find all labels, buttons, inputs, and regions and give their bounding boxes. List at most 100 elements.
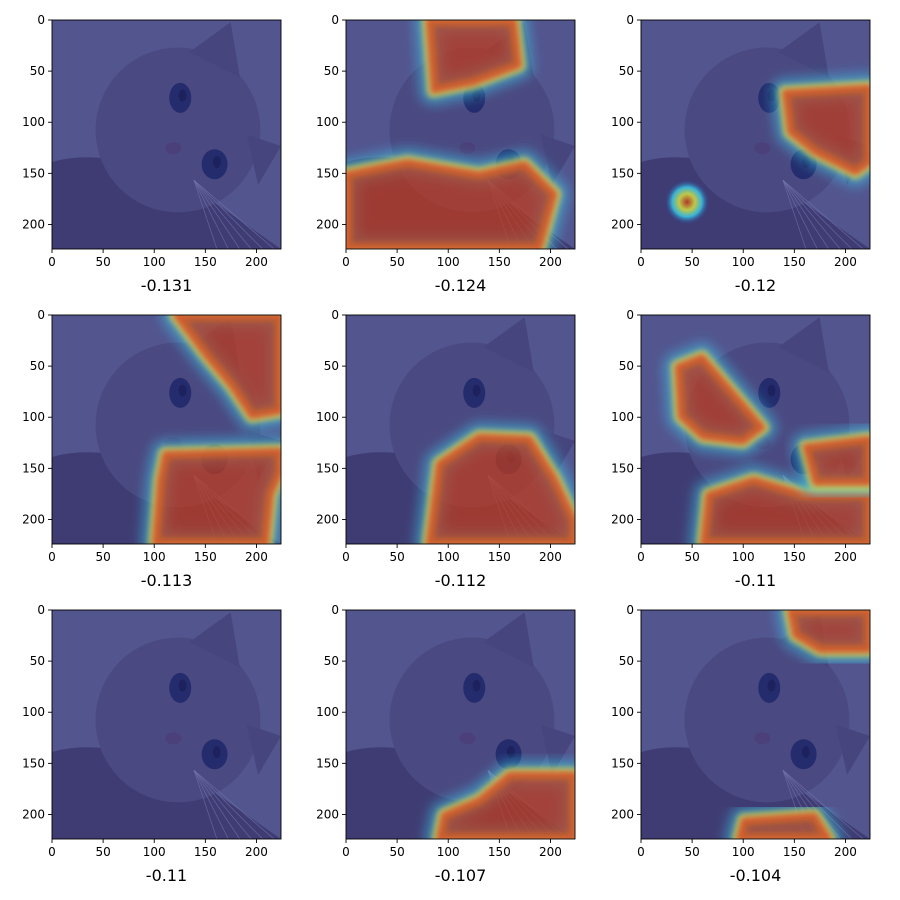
x-tick-label: 50: [684, 255, 699, 269]
x-tick-label: 50: [95, 255, 110, 269]
y-tick-label: 200: [611, 217, 634, 231]
y-tick-label: 100: [611, 115, 634, 129]
hot-region: [791, 424, 870, 497]
y-tick-label: 200: [22, 807, 45, 821]
heatmap-panel: 0 50 100 150 200 0 50 100 150 200 -0.124: [316, 13, 576, 295]
hot-region: [771, 73, 870, 187]
x-tick-label: 0: [342, 255, 350, 269]
cold-overlay: [52, 20, 281, 249]
panel-image: [641, 610, 870, 839]
x-tick-label: 50: [95, 550, 110, 564]
x-tick-label: 200: [834, 550, 857, 564]
x-tick-label: 200: [834, 255, 857, 269]
y-tick-label: 200: [316, 217, 339, 231]
y-tick-label: 150: [611, 166, 634, 180]
y-tick-label: 200: [611, 512, 634, 526]
x-tick-label: 150: [488, 845, 511, 859]
panel-score: -0.112: [435, 571, 487, 590]
y-tick-label: 0: [331, 13, 339, 27]
y-tick-label: 200: [316, 512, 339, 526]
panel-image: [52, 315, 281, 544]
panel-image: [52, 20, 281, 249]
y-tick-label: 100: [316, 115, 339, 129]
panel-image: [346, 610, 575, 839]
x-tick-label: 100: [437, 845, 460, 859]
y-tick-label: 150: [611, 461, 634, 475]
y-tick-label: 50: [619, 359, 634, 373]
y-tick-label: 0: [331, 603, 339, 617]
x-tick-label: 0: [48, 255, 56, 269]
hot-region: [161, 315, 281, 431]
y-tick-label: 150: [22, 166, 45, 180]
x-tick-label: 50: [684, 845, 699, 859]
y-tick-label: 50: [30, 359, 45, 373]
y-tick-label: 0: [331, 308, 339, 322]
x-tick-label: 50: [389, 255, 404, 269]
y-tick-label: 150: [316, 461, 339, 475]
heatmap-panel: 0 50 100 150 200 0 50 100 150 200 -0.131: [22, 13, 282, 295]
y-tick-label: 50: [30, 64, 45, 78]
y-tick-label: 100: [22, 115, 45, 129]
y-tick-label: 200: [611, 807, 634, 821]
x-tick-label: 150: [488, 255, 511, 269]
y-tick-label: 0: [37, 603, 45, 617]
y-tick-label: 150: [316, 166, 339, 180]
x-tick-label: 150: [194, 255, 217, 269]
x-tick-label: 200: [539, 255, 562, 269]
axes-frame: [345, 609, 576, 840]
axes-frame: [51, 314, 282, 545]
panel-score: -0.124: [435, 276, 487, 295]
x-tick-label: 0: [342, 845, 350, 859]
hot-region: [776, 610, 870, 664]
heatmap-panel: 0 50 100 150 200 0 50 100 150 200 -0.104: [611, 603, 871, 885]
y-tick-label: 100: [316, 410, 339, 424]
y-tick-label: 50: [619, 64, 634, 78]
heatmap-panel: 0 50 100 150 200 0 50 100 150 200 -0.112: [316, 308, 576, 590]
x-tick-label: 200: [539, 845, 562, 859]
y-tick-label: 0: [37, 13, 45, 27]
panel-score: -0.104: [730, 866, 782, 885]
panel-image: [52, 610, 281, 839]
y-tick-label: 150: [316, 756, 339, 770]
panel-score: -0.12: [735, 276, 776, 295]
x-tick-label: 50: [389, 845, 404, 859]
x-tick-label: 100: [437, 255, 460, 269]
axes-frame: [640, 314, 871, 545]
x-tick-label: 200: [834, 845, 857, 859]
x-tick-label: 200: [245, 550, 268, 564]
y-tick-label: 0: [626, 308, 634, 322]
panel-image: [346, 315, 575, 544]
y-tick-label: 150: [22, 461, 45, 475]
y-tick-label: 50: [324, 359, 339, 373]
panel-score: -0.11: [735, 571, 776, 590]
hot-region: [141, 436, 281, 544]
axes-frame: [51, 19, 282, 250]
y-tick-label: 150: [22, 756, 45, 770]
hot-region: [346, 148, 569, 249]
x-tick-label: 150: [488, 550, 511, 564]
hot-region: [414, 20, 533, 105]
x-tick-label: 100: [143, 255, 166, 269]
panel-score: -0.131: [141, 276, 193, 295]
y-tick-label: 100: [611, 410, 634, 424]
y-tick-label: 50: [30, 654, 45, 668]
x-tick-label: 0: [637, 845, 645, 859]
axes-frame: [345, 314, 576, 545]
y-tick-label: 0: [626, 13, 634, 27]
panel-score: -0.107: [435, 866, 487, 885]
y-tick-label: 200: [22, 217, 45, 231]
y-tick-label: 200: [22, 512, 45, 526]
x-tick-label: 100: [437, 550, 460, 564]
y-tick-label: 0: [37, 308, 45, 322]
x-tick-label: 100: [732, 845, 755, 859]
x-tick-label: 50: [389, 550, 404, 564]
axes-frame: [640, 19, 871, 250]
x-tick-label: 0: [637, 255, 645, 269]
axes-frame: [345, 19, 576, 250]
x-tick-label: 100: [732, 255, 755, 269]
x-tick-label: 0: [637, 550, 645, 564]
y-tick-label: 100: [316, 705, 339, 719]
panel-score: -0.113: [141, 571, 193, 590]
hot-region: [664, 179, 710, 225]
